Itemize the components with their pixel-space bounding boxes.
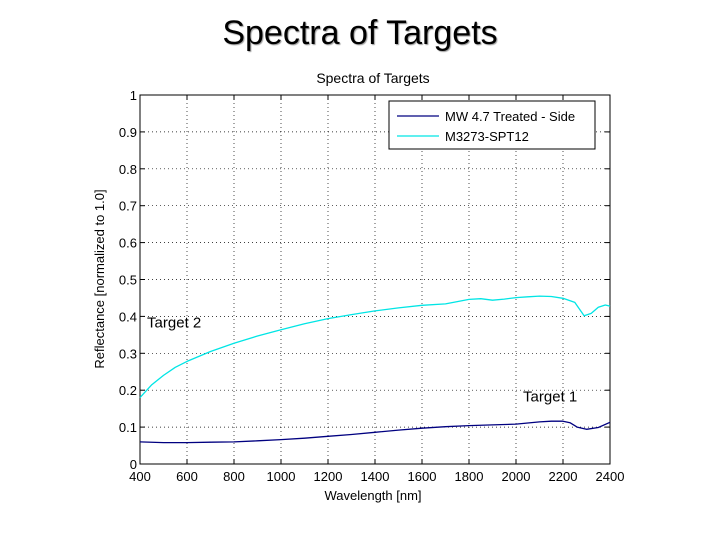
series-line-1 <box>139 420 611 444</box>
x-tick-label: 1600 <box>408 469 437 484</box>
legend-entry: MW 4.7 Treated - Side <box>445 109 575 124</box>
x-tick-label: 2200 <box>549 469 578 484</box>
y-tick-label: 0.9 <box>119 125 137 140</box>
y-tick-label: 0.3 <box>119 346 137 361</box>
annotation-label: Target 1 <box>523 388 577 405</box>
x-tick-label: 1000 <box>267 469 296 484</box>
annotations: Target 2 Target 1 <box>147 314 577 405</box>
x-tick-label: 1200 <box>314 469 343 484</box>
x-tick-label: 2000 <box>502 469 531 484</box>
y-tick-label: 0.8 <box>119 162 137 177</box>
x-axis-label: Wavelength [nm] <box>324 488 421 503</box>
chart-title: Spectra of Targets <box>316 70 429 86</box>
y-tick-label: 0.6 <box>119 236 137 251</box>
x-tick-label: 1400 <box>361 469 390 484</box>
legend-entry: M3273-SPT12 <box>445 129 529 144</box>
y-tick-label: 0.5 <box>119 273 137 288</box>
x-tick-label: 1800 <box>455 469 484 484</box>
axis-ticks: 400 600 800 1000 1200 1400 1600 1800 2000 2200 240… <box>119 88 625 484</box>
legend: MW 4.7 Treated - Side M3273-SPT12 <box>388 100 596 150</box>
slide-title: Spectra of Targets <box>222 14 498 52</box>
y-tick-label: 0.4 <box>119 309 137 324</box>
x-tick-label: 2400 <box>596 469 625 484</box>
y-tick-label: 0.1 <box>119 420 137 435</box>
x-tick-label: 800 <box>223 469 245 484</box>
series-lines <box>139 295 611 444</box>
y-tick-label: 0.2 <box>119 383 137 398</box>
x-tick-label: 600 <box>176 469 198 484</box>
series-line-2 <box>139 295 611 399</box>
y-tick-label: 0 <box>130 457 137 472</box>
grid-lines <box>140 95 610 464</box>
x-tick-label: 400 <box>129 469 151 484</box>
y-tick-label: 1 <box>130 88 137 103</box>
annotation-label: Target 2 <box>147 314 201 331</box>
legend-box <box>388 100 596 150</box>
y-axis-label: Reflectance [normalized to 1.0] <box>92 189 107 368</box>
y-tick-label: 0.7 <box>119 199 137 214</box>
